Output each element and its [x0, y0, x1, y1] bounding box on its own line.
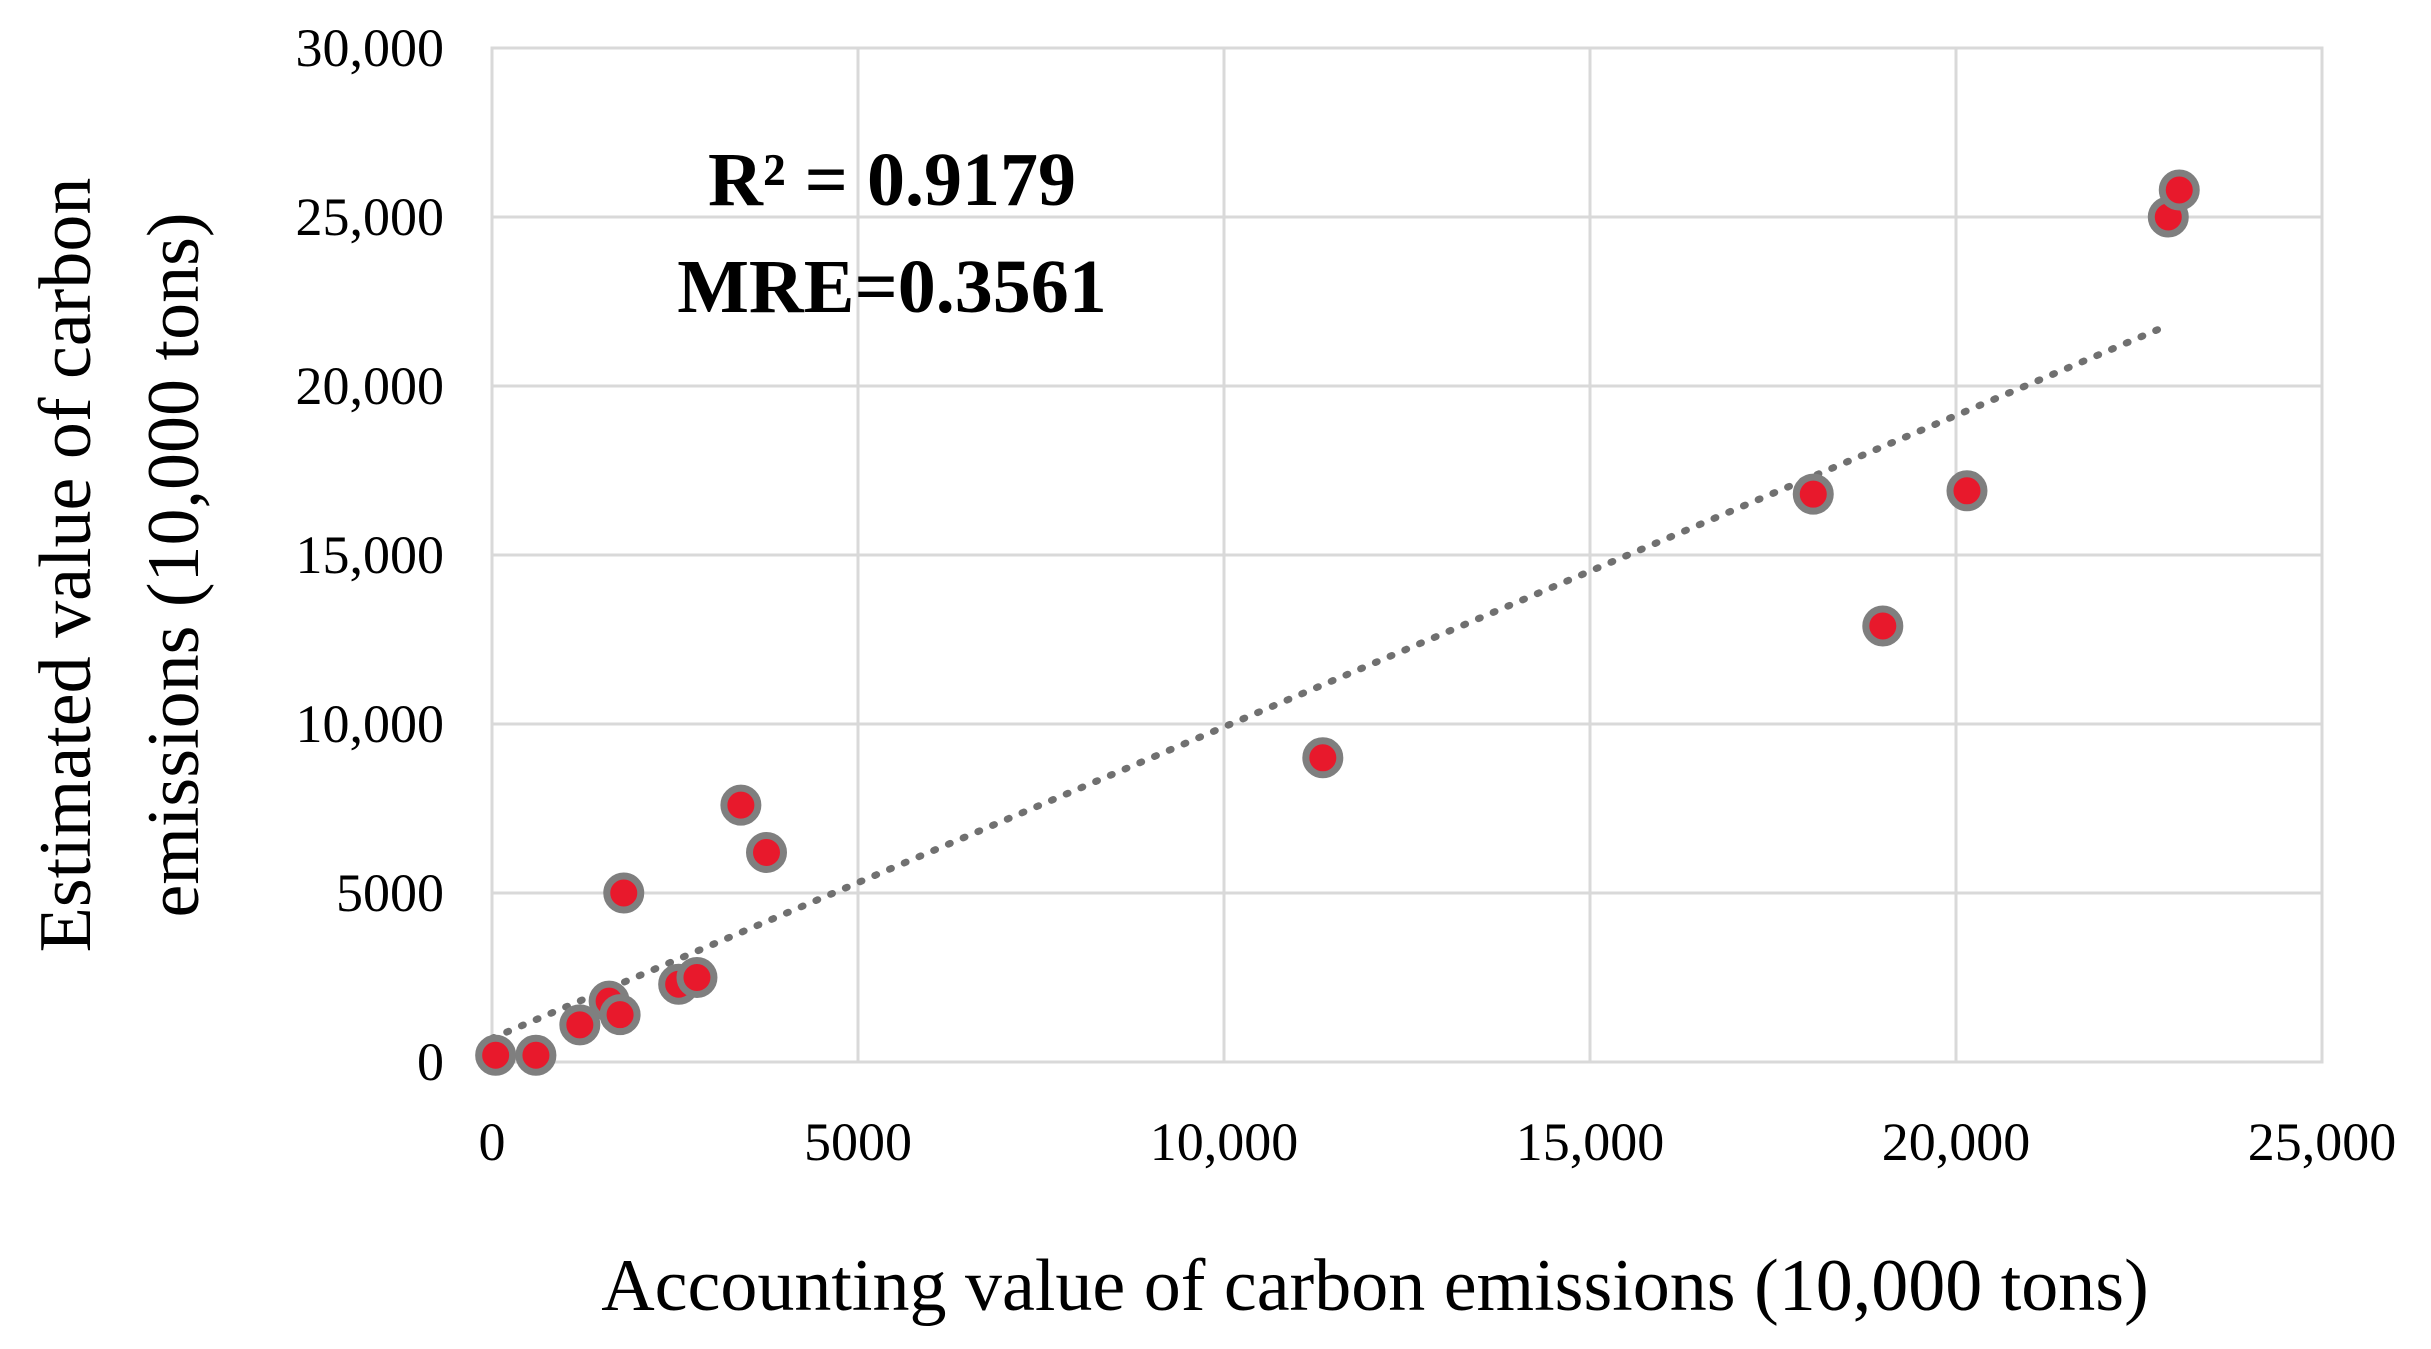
data-point — [603, 872, 645, 914]
data-point — [1302, 737, 1344, 779]
x-tick-label: 20,000 — [1882, 1112, 2031, 1172]
x-tick-label: 0 — [479, 1112, 506, 1172]
y-tick-label: 0 — [417, 1032, 444, 1092]
trendline — [488, 321, 2172, 1042]
y-tick-label: 5000 — [336, 863, 444, 923]
y-axis-title-line2: emissions (10,000 tons) — [133, 212, 215, 917]
y-tick-label: 20,000 — [296, 356, 445, 416]
mre-label: MRE=0.3561 — [677, 245, 1107, 329]
data-point — [559, 1004, 601, 1046]
data-point — [720, 784, 762, 826]
x-tick-label: 15,000 — [1516, 1112, 1665, 1172]
x-tick-label: 10,000 — [1150, 1112, 1299, 1172]
y-tick-label: 30,000 — [296, 18, 445, 78]
data-point — [515, 1034, 557, 1076]
data-point — [1792, 473, 1834, 515]
data-point — [1946, 470, 1988, 512]
y-tick-labels: 0 5000 10,000 15,000 20,000 25,000 30,000 — [296, 18, 445, 1092]
plot-frame — [490, 46, 2324, 1064]
data-point — [599, 994, 641, 1036]
y-tick-label: 25,000 — [296, 187, 445, 247]
data-points — [475, 169, 2200, 1076]
x-tick-label: 5000 — [804, 1112, 912, 1172]
data-point — [2158, 169, 2200, 211]
x-axis-title: Accounting value of carbon emissions (10… — [601, 1245, 2149, 1327]
y-axis-title: Estimated value of carbon emissions (10,… — [25, 178, 215, 953]
data-point — [676, 957, 718, 998]
y-tick-label: 10,000 — [296, 694, 445, 754]
data-point — [746, 831, 787, 873]
y-axis-title-line1: Estimated value of carbon — [25, 178, 107, 953]
x-tick-labels: 0 5000 10,000 15,000 20,000 25,000 — [479, 1112, 2397, 1172]
data-point — [475, 1034, 517, 1076]
data-point — [1862, 605, 1904, 647]
r-squared-label: R² = 0.9179 — [708, 138, 1076, 222]
y-tick-label: 15,000 — [296, 525, 445, 585]
x-tick-label: 25,000 — [2248, 1112, 2397, 1172]
